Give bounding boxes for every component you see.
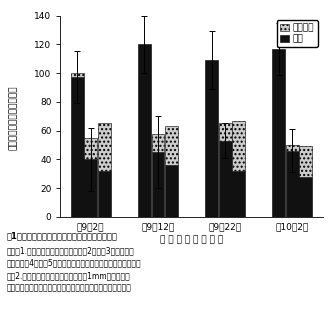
Bar — [165, 165, 178, 217]
Bar — [205, 60, 218, 217]
Bar — [232, 121, 245, 171]
Bar — [71, 78, 84, 217]
Bar — [219, 123, 232, 141]
Bar — [299, 147, 312, 177]
Text: 筒状花数（個／頭状花序）: 筒状花数（個／頭状花序） — [9, 86, 18, 150]
Bar — [138, 44, 151, 217]
Bar — [152, 152, 164, 217]
Bar — [152, 134, 164, 152]
Bar — [71, 73, 84, 78]
Bar — [219, 141, 232, 217]
Bar — [84, 138, 97, 159]
Bar — [98, 123, 111, 171]
Bar — [272, 49, 285, 217]
Bar — [232, 171, 245, 217]
Legend: 発育停止, 正常: 発育停止, 正常 — [277, 20, 318, 47]
Bar — [84, 159, 97, 217]
Text: ものは含まない。バーは正常な花についての誤差範囲。: ものは含まない。バーは正常な花についての誤差範囲。 — [7, 284, 132, 293]
Text: 右：第4花と第5花の平均。舌状花は抜き取って除去した。: 右：第4花と第5花の平均。舌状花は抜き取って除去した。 — [7, 259, 141, 268]
Bar — [286, 151, 299, 217]
Bar — [299, 177, 312, 217]
Bar — [98, 171, 111, 217]
Text: 2.発育停止した筒状花数には長さ1mmに満たない: 2.発育停止した筒状花数には長さ1mmに満たない — [7, 271, 130, 280]
Text: 図1　電照打ち切り時期が筒状花数に及ぼす影響: 図1 電照打ち切り時期が筒状花数に及ぼす影響 — [7, 231, 118, 240]
Bar — [286, 145, 299, 151]
X-axis label: 電 照 打 ち 切 り 時 期: 電 照 打 ち 切 り 時 期 — [160, 235, 223, 244]
Bar — [165, 126, 178, 165]
Text: 注）　1.各区の左の棒は頂花、中：第2花と第3花の平均、: 注） 1.各区の左の棒は頂花、中：第2花と第3花の平均、 — [7, 246, 134, 255]
